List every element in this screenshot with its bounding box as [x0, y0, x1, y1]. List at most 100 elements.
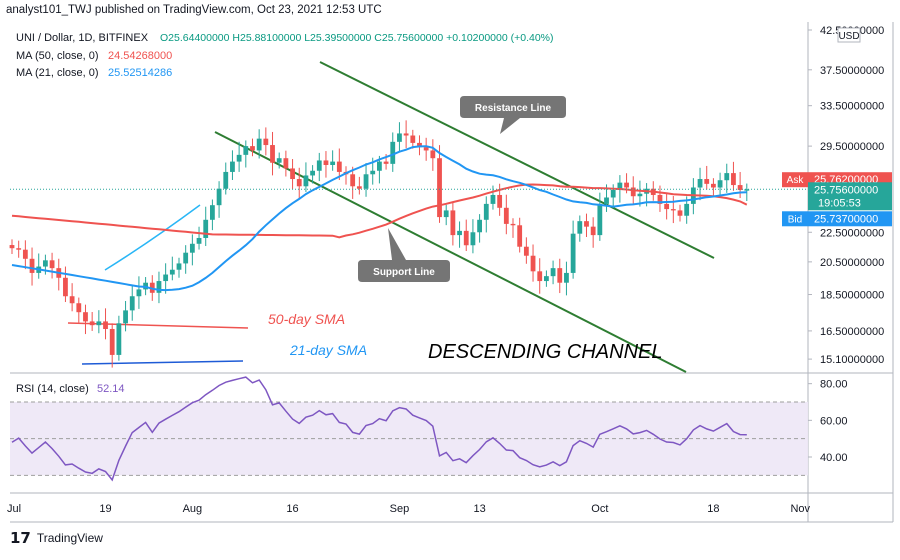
descending-channel-annotation: DESCENDING CHANNEL — [428, 341, 662, 363]
candle-body — [564, 272, 569, 283]
candle-body — [250, 146, 255, 151]
candle-body — [397, 133, 402, 142]
ask-tag — [782, 172, 808, 188]
candle-body — [323, 160, 329, 165]
legend-ohlc: O25.64400000 H25.88100000 L25.39500000 C… — [160, 32, 554, 44]
footer[interactable]: 17 TradingView — [10, 528, 103, 548]
candle-body — [356, 186, 362, 189]
ask-label: Ask — [787, 175, 805, 186]
price-tick-label: 29.50000000 — [820, 141, 884, 153]
footer-brand[interactable]: TradingView — [36, 531, 103, 545]
candle-body — [243, 146, 249, 155]
candle-body — [423, 147, 429, 151]
support-label: Support Line — [373, 267, 435, 278]
candle-body — [537, 271, 543, 282]
price-tick-label: 18.50000000 — [820, 290, 884, 302]
candle-body — [263, 138, 269, 146]
candle-body — [717, 180, 723, 188]
candle-body — [550, 268, 556, 277]
candle-body — [443, 210, 449, 218]
bid-tag — [782, 211, 808, 227]
candle-body — [450, 210, 456, 236]
candle-body — [136, 289, 142, 297]
price-tick-label: 33.50000000 — [820, 101, 884, 113]
candle-body — [624, 182, 629, 188]
candle-body — [256, 138, 262, 151]
rsi-legend-value: 52.14 — [97, 383, 125, 395]
time-tick-label: 16 — [286, 503, 298, 515]
rsi-line — [11, 376, 747, 482]
time-tick-label: Oct — [591, 503, 608, 515]
candle-body — [336, 161, 342, 172]
candle-body — [517, 225, 523, 247]
time-tick-label: Aug — [183, 503, 203, 515]
candle-body — [203, 219, 209, 238]
candle-body — [637, 193, 643, 197]
candle-body — [189, 243, 195, 253]
time-tick-label: 19 — [99, 503, 111, 515]
candle-body — [236, 154, 242, 162]
candle-body — [530, 255, 536, 272]
candle-body — [657, 194, 663, 204]
candle-body — [43, 260, 48, 267]
candle-body — [390, 141, 396, 164]
support-callout — [358, 228, 450, 282]
sma50-annotation: 50-day SMA — [268, 311, 345, 327]
resistance-callout — [460, 96, 566, 134]
candle-body — [617, 182, 623, 190]
candle-body — [350, 174, 356, 187]
bid-label: Bid — [788, 214, 802, 225]
candle-body — [9, 245, 15, 249]
bid-value: 25.73700000 — [814, 213, 878, 225]
time-tick-label: Sep — [390, 503, 410, 515]
candle-body — [83, 312, 88, 322]
legend-ma50-value: 24.54268000 — [108, 50, 172, 62]
candle-body — [463, 230, 469, 246]
candle-body — [377, 161, 382, 171]
candle-body — [63, 277, 68, 297]
candle-body — [744, 189, 750, 191]
candle-body — [103, 321, 108, 329]
candle-body — [76, 303, 82, 313]
candle-body — [503, 207, 509, 224]
candle-body — [109, 328, 115, 355]
candle-body — [684, 203, 690, 216]
bid-value-box — [808, 211, 892, 227]
main-pane — [10, 22, 808, 372]
rsi-tick-label: 40.00 — [820, 452, 848, 464]
candle-body — [69, 296, 75, 304]
candle-body — [584, 221, 589, 227]
candle-body — [510, 223, 516, 226]
candle-body — [704, 179, 710, 184]
candle-body — [417, 142, 422, 148]
tradingview-logo-icon[interactable]: 17 — [10, 529, 31, 547]
sma21-annotation: 21-day SMA — [289, 342, 367, 358]
candle-body — [604, 197, 609, 204]
candle-body — [210, 205, 215, 220]
rsi-legend-label: RSI (14, close) — [16, 383, 89, 395]
candle-body — [283, 158, 289, 169]
candle-body — [483, 203, 489, 220]
candle-body — [457, 230, 462, 236]
legend-ma21-value: 25.52514286 — [108, 67, 172, 79]
candle-body — [156, 281, 162, 293]
price-tick-label: 15.10000000 — [820, 354, 884, 366]
currency-box — [837, 27, 861, 43]
candle-body — [16, 248, 22, 250]
candle-body — [370, 170, 376, 175]
candle-body — [697, 179, 703, 188]
publish-line: analyst101_TWJ published on TradingView.… — [6, 4, 382, 16]
last-price-value: 25.75600000 — [814, 184, 878, 196]
candle-body — [497, 194, 503, 208]
candle-body — [230, 161, 235, 172]
candle-body — [724, 173, 730, 181]
sma21-annotation-line — [81, 360, 244, 365]
candle-body — [270, 145, 275, 163]
candle-body — [711, 183, 716, 188]
candle-body — [610, 189, 616, 198]
price-tick-label: 16.50000000 — [820, 326, 884, 338]
price-tick-label: 20.50000000 — [820, 257, 884, 269]
candle-body — [223, 171, 229, 189]
